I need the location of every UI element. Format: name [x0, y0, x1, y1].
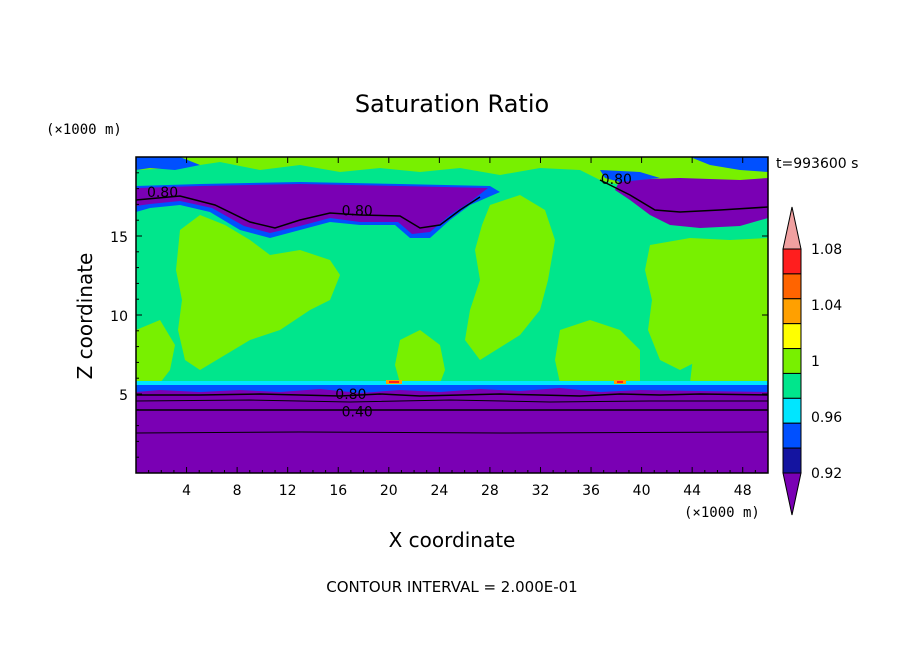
field-blue-lower-edge — [136, 383, 768, 393]
colorbar-tick-label: 0.96 — [811, 410, 842, 426]
colorbar-tick-label: 0.92 — [811, 466, 842, 482]
contour-interval-footer: CONTOUR INTERVAL = 2.000E-01 — [326, 578, 577, 596]
x-tick-label: 12 — [279, 483, 297, 499]
field-lime-upper — [136, 157, 768, 192]
y-unit-label: (×1000 m) — [46, 122, 122, 138]
field-purple-upper-left — [136, 184, 488, 234]
x-tick-label: 24 — [430, 483, 448, 499]
x-tick-label: 8 — [233, 483, 242, 499]
x-tick-label: 48 — [734, 483, 752, 499]
colorbar-swatch — [782, 348, 802, 374]
x-axis-label: X coordinate — [389, 528, 516, 552]
colorbar-swatch — [782, 447, 802, 474]
field-red-spot-a — [389, 381, 399, 383]
x-tick-label: 40 — [633, 483, 651, 499]
contour-labels: 0.800.800.800.800.40 — [147, 172, 632, 420]
x-tick-label: 4 — [182, 483, 191, 499]
x-tick-label: 44 — [683, 483, 701, 499]
field-red-spot-b — [617, 381, 623, 383]
colorbar-swatch — [782, 323, 802, 350]
field-blue-top-right — [690, 157, 768, 172]
y-tick-label: 5 — [119, 388, 128, 404]
contour-line-080-upper — [136, 195, 481, 229]
field-lime-plume-center — [465, 195, 555, 360]
colorbar-tick-label: 1 — [811, 354, 820, 370]
colorbar-extend-top — [782, 206, 802, 250]
field-lime-plume-midright — [555, 320, 640, 383]
time-label: t=993600 s — [776, 156, 858, 172]
x-tick-label: 16 — [329, 483, 347, 499]
y-axis-ticks: 5 10 15 — [110, 172, 768, 458]
colorbar-extend-bottom — [782, 472, 802, 516]
field-lime-plume-mid — [395, 330, 445, 383]
plot-area — [136, 157, 768, 473]
x-axis-ticks: 4 8 12 16 20 24 28 32 36 40 44 48 — [148, 157, 756, 499]
chart-title: Saturation Ratio — [355, 90, 549, 118]
colorbar-swatch — [782, 248, 802, 275]
y-tick-label: 10 — [110, 309, 128, 325]
colorbar-swatch — [782, 273, 802, 300]
colorbar: 1.08 1.04 1 0.96 0.92 — [782, 206, 842, 516]
field-purple-upper-right — [615, 178, 768, 228]
contour-label: 0.80 — [601, 172, 632, 188]
field-lime-plume-right-low — [690, 295, 768, 383]
contour-line-060-lower — [136, 399, 768, 403]
contour-label: 0.40 — [342, 404, 373, 420]
contour-label: 0.80 — [342, 204, 373, 220]
contour-label: 0.80 — [147, 185, 178, 201]
colorbar-swatch — [782, 298, 802, 325]
x-unit-label: (×1000 m) — [684, 505, 760, 521]
contour-label: 0.80 — [335, 387, 366, 403]
field-lime-plume-far-left — [136, 320, 175, 383]
colorbar-swatch — [782, 422, 802, 449]
colorbar-tick-label: 1.04 — [811, 298, 842, 314]
x-tick-label: 20 — [380, 483, 398, 499]
field-lime-plume-left — [176, 215, 340, 370]
y-axis-label: Z coordinate — [73, 253, 97, 380]
y-tick-label: 15 — [110, 230, 128, 246]
field-blue-top-left — [136, 157, 200, 170]
colorbar-tick-label: 1.08 — [811, 242, 842, 258]
colorbar-swatch — [782, 397, 802, 424]
field-cyan-lower-edge — [136, 381, 768, 385]
contour-line-080-upper-right — [599, 179, 768, 213]
contour-line-020-lower — [136, 431, 768, 434]
colorbar-swatch — [782, 372, 802, 399]
x-tick-label: 36 — [582, 483, 600, 499]
x-tick-label: 32 — [532, 483, 550, 499]
field-blue-upper-right-edge — [600, 170, 660, 182]
x-tick-label: 28 — [481, 483, 499, 499]
field-purple-lower — [136, 386, 768, 473]
contour-line-080-lower — [136, 393, 768, 397]
